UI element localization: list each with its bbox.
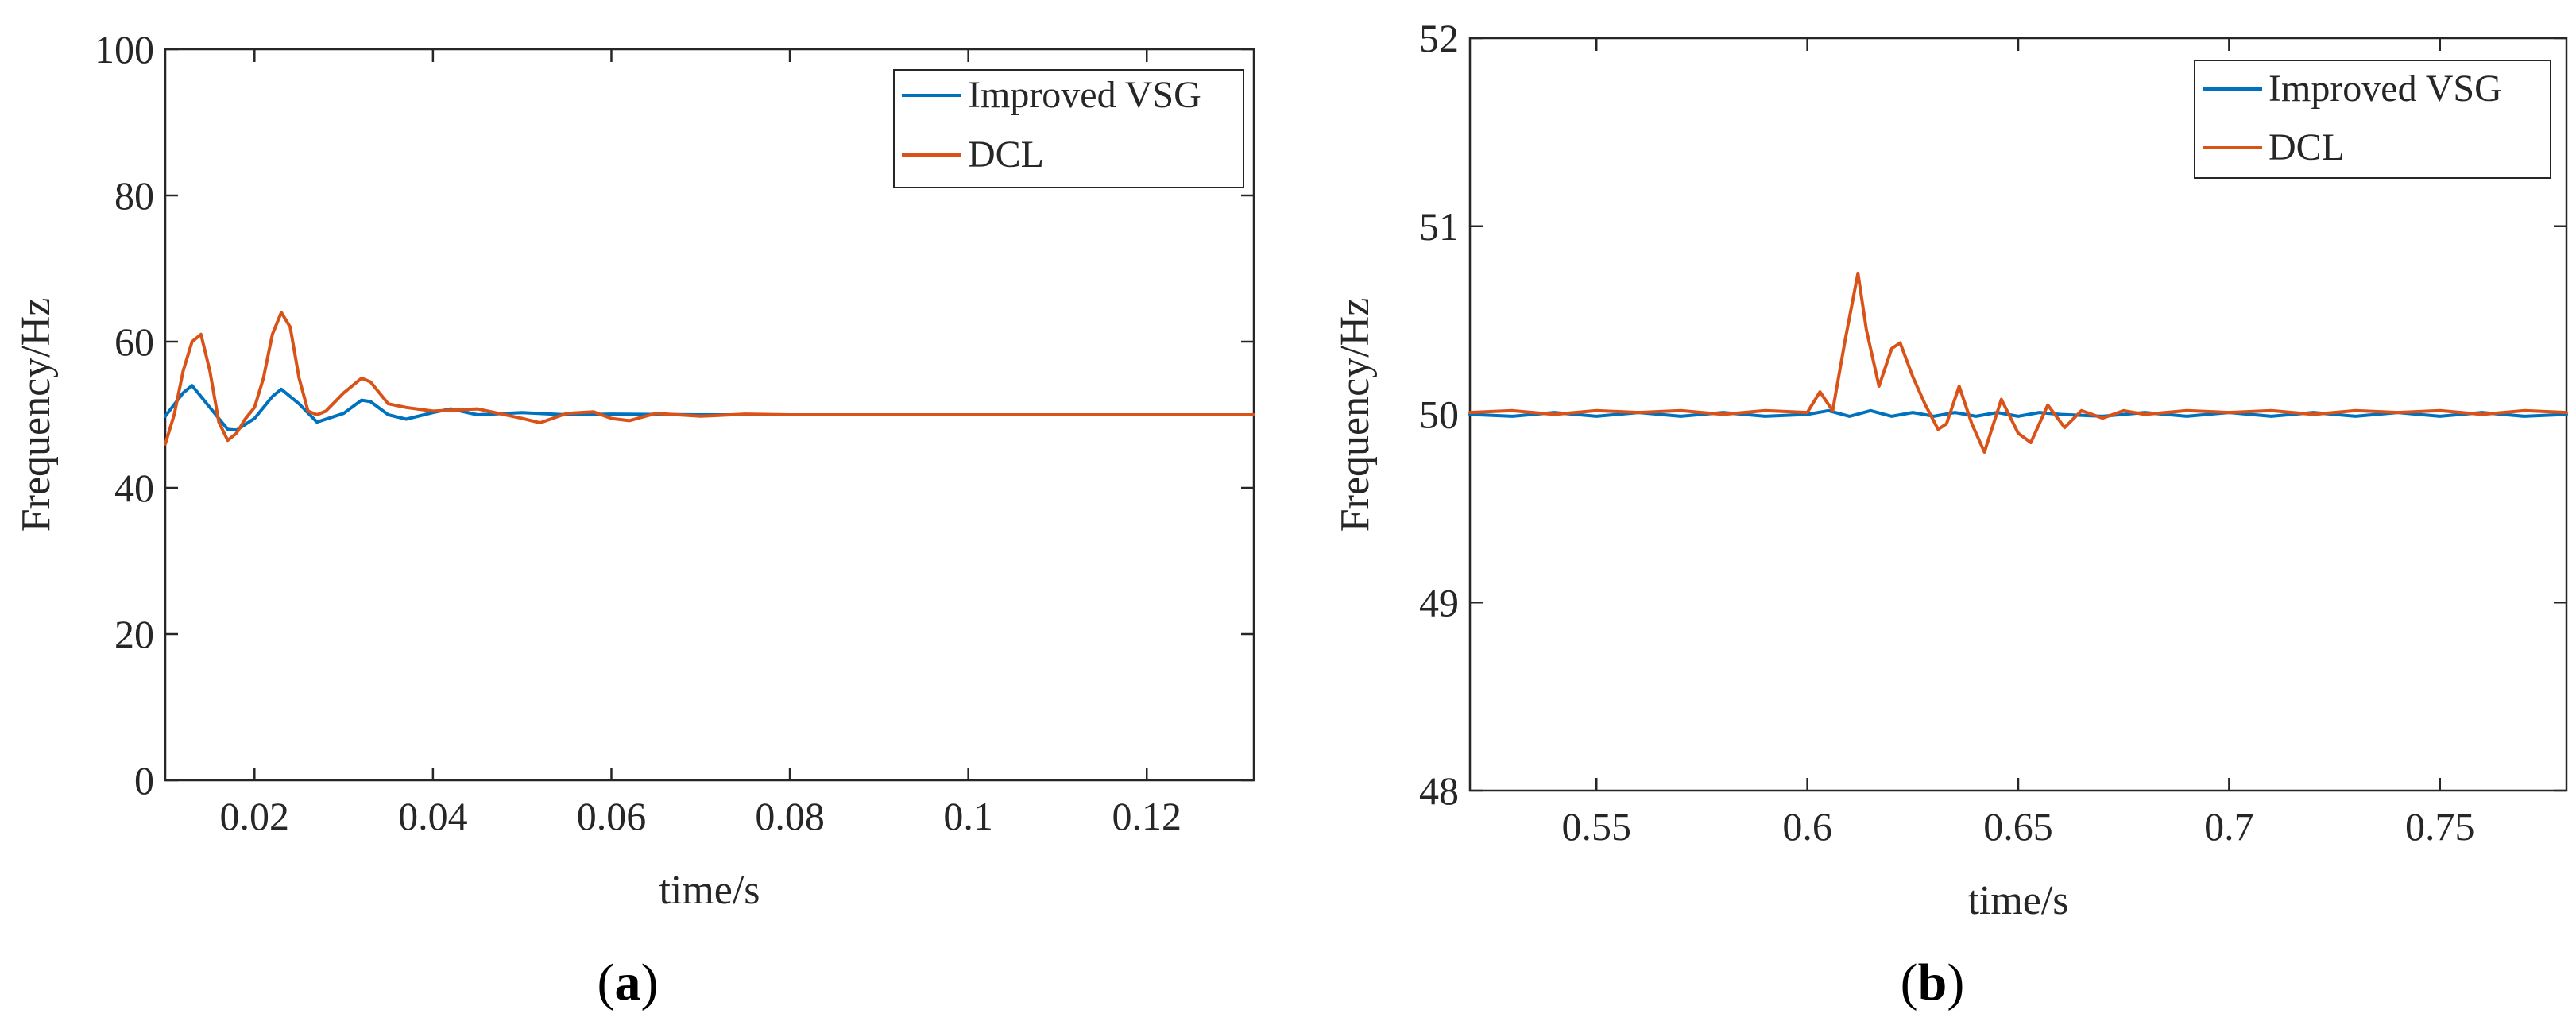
ytick-label-a-2: 40 (114, 466, 154, 510)
xticks-b: 0.55 0.6 0.65 0.7 0.75 (1561, 38, 2475, 849)
xtick-label-a-4: 0.1 (943, 794, 993, 838)
caption-a: (a) (598, 954, 659, 1012)
xtick-label-b-0: 0.55 (1561, 804, 1631, 849)
ylabel-b: Frequency/Hz (1332, 298, 1378, 532)
ytick-label-b-1: 49 (1419, 580, 1459, 625)
yticks-b: 48 49 50 51 52 (1419, 16, 2566, 813)
xticks-a: 0.02 0.04 0.06 0.08 0.1 0.12 (220, 49, 1182, 838)
ytick-label-a-3: 60 (114, 319, 154, 364)
panel-a: 0 20 40 60 80 100 0.02 0.04 0.06 0.08 0.1 0.12 Fre… (14, 27, 1255, 1012)
caption-b: (b) (1901, 954, 1965, 1012)
xtick-label-b-3: 0.7 (2204, 804, 2254, 849)
xtick-label-b-2: 0.65 (1983, 804, 2053, 849)
xtick-label-a-0: 0.02 (220, 794, 290, 838)
legend-box-b (2194, 60, 2551, 179)
ytick-label-a-1: 20 (114, 612, 154, 656)
xtick-label-a-1: 0.04 (398, 794, 468, 838)
legend-label-b-1: DCL (2269, 126, 2345, 168)
series-b (1468, 271, 2568, 454)
xtick-label-b-1: 0.6 (1782, 804, 1832, 849)
yticks-a: 0 20 40 60 80 100 (95, 27, 1254, 803)
legend-a: Improved VSG DCL (893, 69, 1244, 188)
series-line-b-1 (1468, 271, 2568, 454)
xlabel-b: time/s (1967, 878, 2068, 923)
legend-label-a-1: DCL (968, 133, 1044, 176)
ylabel-a: Frequency/Hz (14, 298, 59, 532)
legend-label-a-0: Improved VSG (968, 74, 1201, 116)
ytick-label-a-4: 80 (114, 173, 154, 218)
ytick-label-b-0: 48 (1419, 768, 1459, 813)
xlabel-a: time/s (659, 868, 760, 913)
ytick-label-a-5: 100 (95, 27, 154, 72)
legend-b: Improved VSG DCL (2194, 60, 2551, 179)
ytick-label-a-0: 0 (134, 758, 154, 803)
legend-label-b-0: Improved VSG (2269, 68, 2502, 110)
xtick-label-a-5: 0.12 (1112, 794, 1182, 838)
panel-b: 48 49 50 51 52 0.55 0.6 0.65 0.7 0.75 Frequency/… (1332, 16, 2568, 1012)
series-a (164, 311, 1255, 446)
ytick-label-b-4: 52 (1419, 16, 1459, 60)
xtick-label-b-4: 0.75 (2405, 804, 2475, 849)
ytick-label-b-3: 51 (1419, 204, 1459, 249)
series-line-a-1 (164, 311, 1255, 446)
xtick-label-a-3: 0.08 (755, 794, 825, 838)
series-line-b-0 (1468, 408, 2568, 418)
xtick-label-a-2: 0.06 (577, 794, 647, 838)
ytick-label-b-2: 50 (1419, 393, 1459, 437)
legend-box-a (893, 69, 1244, 188)
